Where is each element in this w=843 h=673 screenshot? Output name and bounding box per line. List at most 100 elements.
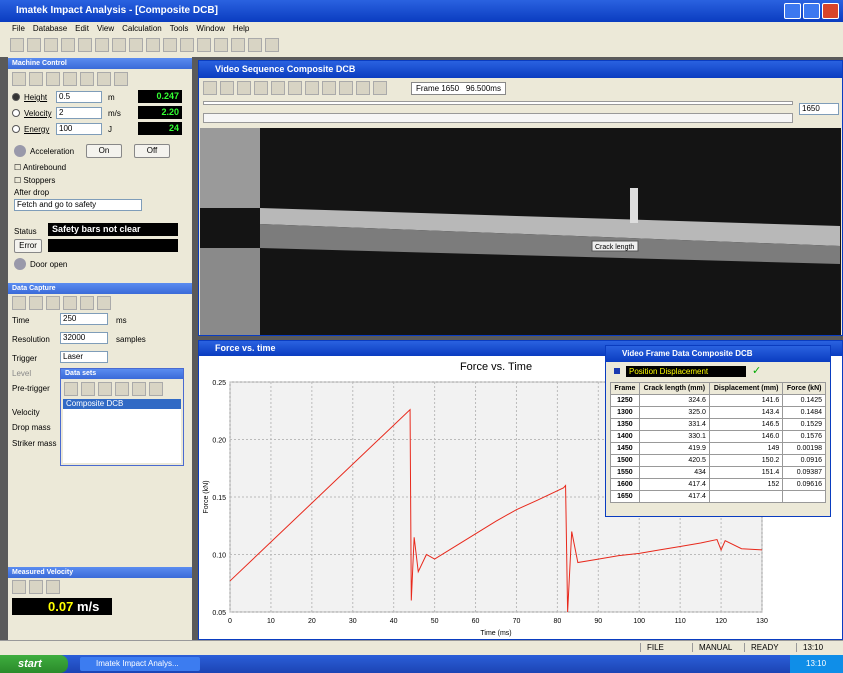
decoration: [29, 580, 43, 594]
table-cell: [709, 491, 782, 503]
frame-data-window: Video Frame Data Composite DCB Position …: [605, 345, 831, 517]
decoration: [254, 81, 268, 95]
decoration: [63, 296, 77, 310]
checkbox-row[interactable]: ☐ Stoppers: [14, 176, 55, 185]
status-cell: READY: [744, 643, 794, 652]
panel-header: Data Capture: [8, 283, 192, 294]
icon: [614, 368, 620, 374]
window-title: Data sets: [61, 369, 183, 379]
decoration: [46, 72, 60, 86]
unit: m/s: [77, 599, 99, 614]
tool-icon[interactable]: [10, 38, 24, 52]
tool-icon[interactable]: [214, 38, 228, 52]
table-cell: 1450: [611, 443, 640, 455]
input[interactable]: Laser: [60, 351, 108, 363]
table-cell: 1300: [611, 407, 640, 419]
decoration: [80, 296, 94, 310]
decoration: [12, 296, 26, 310]
decoration: [97, 296, 111, 310]
tool-icon[interactable]: [180, 38, 194, 52]
time: 96.500ms: [466, 84, 501, 93]
y-tick-label: 0.20: [212, 438, 226, 445]
tool-icon[interactable]: [197, 38, 211, 52]
menu-item[interactable]: Window: [196, 22, 224, 35]
frame-table: FrameCrack length (mm)Displacement (mm)F…: [610, 382, 826, 503]
label: Status: [14, 227, 37, 236]
input[interactable]: 250: [60, 313, 108, 325]
label: Time: [12, 316, 29, 325]
checkbox-row[interactable]: ☐ Antirebound: [14, 163, 66, 172]
table-cell: 419.9: [639, 443, 709, 455]
velocity-readout: 0.07 m/s: [12, 598, 112, 615]
slider[interactable]: [203, 101, 793, 105]
tool-icon[interactable]: [44, 38, 58, 52]
scrollbar[interactable]: [203, 113, 793, 123]
led: [14, 258, 26, 270]
table-row: 1650417.4: [611, 491, 826, 503]
label: Level: [12, 369, 31, 378]
tool-icon[interactable]: [78, 38, 92, 52]
video-window: Video Sequence Composite DCB Frame 1650 …: [198, 60, 843, 336]
table-cell: 324.6: [639, 395, 709, 407]
minimize[interactable]: [784, 3, 801, 19]
menu-item[interactable]: Database: [33, 22, 67, 35]
panel-toolbar: [12, 72, 131, 86]
on-button[interactable]: On: [86, 144, 122, 158]
tool-icon[interactable]: [95, 38, 109, 52]
decoration: [12, 72, 26, 86]
unit: J: [108, 125, 112, 134]
x-tick-label: 20: [308, 618, 316, 625]
table-row: 1400330.1146.00.1576: [611, 431, 826, 443]
label: Velocity: [24, 109, 52, 118]
decoration: [12, 580, 26, 594]
off-button[interactable]: Off: [134, 144, 170, 158]
app-title: Imatek Impact Analysis - [Composite DCB]: [16, 5, 218, 16]
check[interactable]: ✓: [752, 364, 761, 377]
tool-icon[interactable]: [61, 38, 75, 52]
tool-icon[interactable]: [163, 38, 177, 52]
app-title-bar: Imatek Impact Analysis - [Composite DCB]: [0, 0, 843, 22]
frame-input[interactable]: 1650: [799, 103, 839, 115]
decoration: [29, 72, 43, 86]
panel-toolbar: [12, 580, 63, 594]
menu-item[interactable]: Help: [233, 22, 249, 35]
maximize[interactable]: [803, 3, 820, 19]
table-cell: 141.6: [709, 395, 782, 407]
menu-item[interactable]: Edit: [75, 22, 89, 35]
y-tick-label: 0.05: [212, 610, 226, 617]
error-button[interactable]: Error: [14, 239, 42, 253]
title: Data sets: [65, 370, 96, 377]
input[interactable]: 100: [56, 123, 102, 135]
table-cell: 331.4: [639, 419, 709, 431]
y-tick-label: 0.15: [212, 495, 226, 502]
tool-icon[interactable]: [146, 38, 160, 52]
table-cell: 417.4: [639, 479, 709, 491]
label: Height: [24, 93, 47, 102]
tool-icon[interactable]: [248, 38, 262, 52]
toolbar: [61, 379, 183, 399]
menu-item[interactable]: Calculation: [122, 22, 162, 35]
task-button[interactable]: Imatek Impact Analys...: [80, 657, 200, 671]
dropdown[interactable]: Position Displacement: [626, 366, 746, 377]
dropdown[interactable]: Fetch and go to safety: [14, 199, 142, 211]
x-tick-label: 120: [715, 618, 727, 625]
tool-icon[interactable]: [265, 38, 279, 52]
menu-item[interactable]: Tools: [170, 22, 189, 35]
decoration: [63, 72, 77, 86]
tool-icon[interactable]: [112, 38, 126, 52]
input[interactable]: 2: [56, 107, 102, 119]
decoration: [356, 81, 370, 95]
close[interactable]: [822, 3, 839, 19]
decoration: [220, 81, 234, 95]
tool-icon[interactable]: [27, 38, 41, 52]
start-button[interactable]: start: [0, 655, 68, 673]
menu-item[interactable]: View: [97, 22, 114, 35]
menu-item[interactable]: File: [12, 22, 25, 35]
tool-icon[interactable]: [129, 38, 143, 52]
video-frame: Crack length: [200, 128, 841, 335]
input[interactable]: 32000: [60, 332, 108, 344]
input[interactable]: 0.5: [56, 91, 102, 103]
tool-icon[interactable]: [231, 38, 245, 52]
decoration: [305, 81, 319, 95]
list-item[interactable]: Composite DCB: [63, 399, 181, 409]
